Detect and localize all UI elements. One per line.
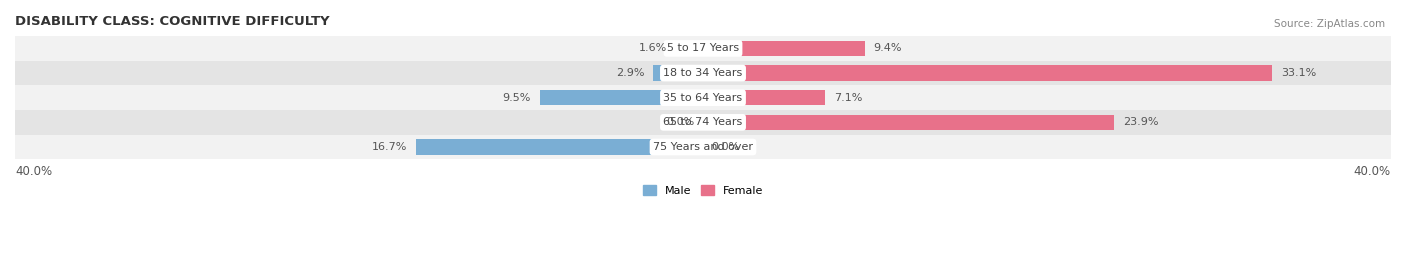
Text: 65 to 74 Years: 65 to 74 Years — [664, 117, 742, 127]
Bar — [15, 85, 1391, 110]
Text: Source: ZipAtlas.com: Source: ZipAtlas.com — [1274, 19, 1385, 29]
Bar — [703, 65, 1272, 81]
Text: 40.0%: 40.0% — [15, 165, 52, 178]
Text: 35 to 64 Years: 35 to 64 Years — [664, 93, 742, 103]
Text: 5 to 17 Years: 5 to 17 Years — [666, 43, 740, 54]
Bar — [540, 90, 703, 105]
Legend: Male, Female: Male, Female — [638, 181, 768, 201]
Bar — [703, 90, 825, 105]
Text: 18 to 34 Years: 18 to 34 Years — [664, 68, 742, 78]
Bar — [654, 65, 703, 81]
Text: 0.0%: 0.0% — [666, 117, 695, 127]
Text: 0.0%: 0.0% — [711, 142, 740, 152]
Text: 33.1%: 33.1% — [1281, 68, 1316, 78]
Text: 75 Years and over: 75 Years and over — [652, 142, 754, 152]
Text: 7.1%: 7.1% — [834, 93, 862, 103]
Bar — [15, 36, 1391, 61]
Bar — [15, 110, 1391, 135]
Text: 23.9%: 23.9% — [1122, 117, 1159, 127]
Bar — [675, 41, 703, 56]
Text: DISABILITY CLASS: COGNITIVE DIFFICULTY: DISABILITY CLASS: COGNITIVE DIFFICULTY — [15, 15, 329, 28]
Text: 1.6%: 1.6% — [638, 43, 666, 54]
Bar — [15, 61, 1391, 85]
Bar — [703, 41, 865, 56]
Bar — [703, 115, 1114, 130]
Text: 2.9%: 2.9% — [616, 68, 644, 78]
Text: 9.4%: 9.4% — [873, 43, 901, 54]
Bar — [15, 135, 1391, 159]
Text: 16.7%: 16.7% — [371, 142, 408, 152]
Bar — [416, 139, 703, 155]
Text: 9.5%: 9.5% — [502, 93, 531, 103]
Text: 40.0%: 40.0% — [1354, 165, 1391, 178]
